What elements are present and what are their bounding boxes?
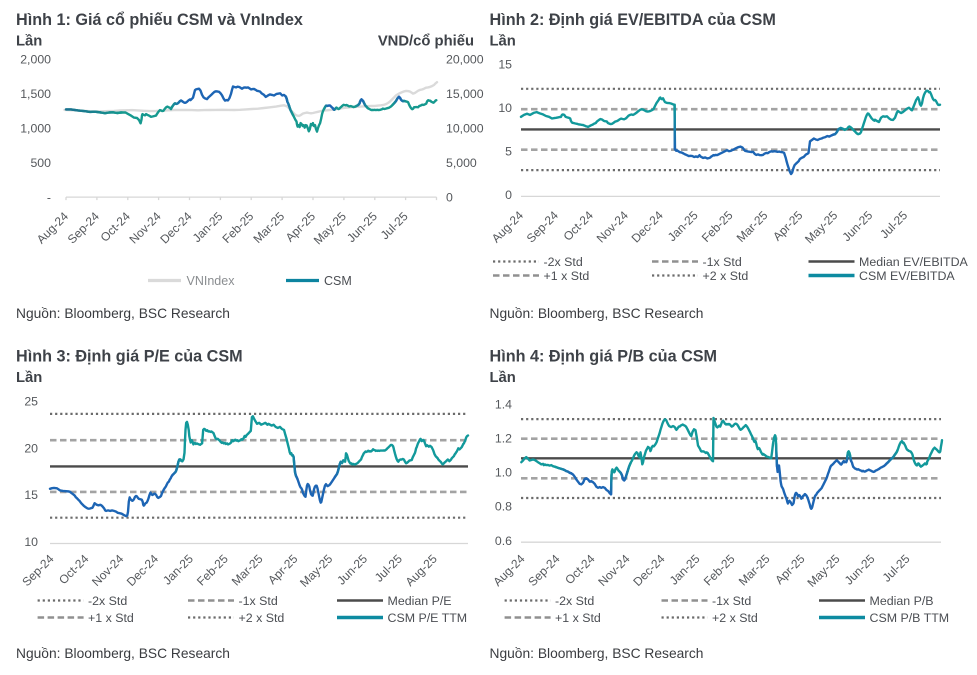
- svg-text:Nguồn: Bloomberg, BSC Research: Nguồn: Bloomberg, BSC Research: [16, 646, 230, 661]
- svg-text:VND/cổ phiếu: VND/cổ phiếu: [378, 34, 474, 50]
- svg-text:+2 x Std: +2 x Std: [239, 611, 285, 625]
- svg-text:+1 x Std: +1 x Std: [88, 611, 134, 625]
- svg-text:-: -: [47, 190, 51, 204]
- svg-text:0.8: 0.8: [495, 500, 512, 514]
- svg-text:10: 10: [498, 101, 512, 115]
- svg-text:0: 0: [505, 188, 512, 202]
- svg-text:CSM EV/EBITDA: CSM EV/EBITDA: [859, 269, 955, 283]
- svg-text:CSM: CSM: [324, 274, 352, 288]
- svg-text:15: 15: [24, 488, 38, 502]
- svg-text:-2x Std: -2x Std: [555, 594, 594, 608]
- svg-text:Median EV/EBITDA: Median EV/EBITDA: [859, 255, 969, 269]
- svg-text:CSM P/E TTM: CSM P/E TTM: [388, 611, 468, 625]
- svg-text:+1 x Std: +1 x Std: [555, 611, 601, 625]
- svg-text:-2x Std: -2x Std: [544, 255, 583, 269]
- svg-text:-2x Std: -2x Std: [88, 594, 127, 608]
- svg-text:1.0: 1.0: [495, 466, 512, 480]
- svg-text:-1x Std: -1x Std: [703, 255, 742, 269]
- svg-text:15,000: 15,000: [446, 87, 484, 101]
- svg-text:Lần: Lần: [16, 370, 42, 386]
- svg-text:1,500: 1,500: [20, 87, 51, 101]
- svg-text:500: 500: [30, 156, 51, 170]
- svg-text:10,000: 10,000: [446, 122, 484, 136]
- svg-text:Hình 3: Định giá P/E của CSM: Hình 3: Định giá P/E của CSM: [16, 348, 243, 366]
- svg-text:20: 20: [24, 441, 38, 455]
- svg-text:Nguồn: Bloomberg, BSC Research: Nguồn: Bloomberg, BSC Research: [16, 306, 230, 321]
- svg-text:Nguồn: Bloomberg, BSC Research: Nguồn: Bloomberg, BSC Research: [490, 306, 704, 321]
- svg-text:+2 x Std: +2 x Std: [712, 611, 758, 625]
- svg-text:0.6: 0.6: [495, 534, 512, 548]
- svg-text:Lần: Lần: [490, 34, 516, 50]
- svg-text:Hình 1: Giá cổ phiếu CSM và Vn: Hình 1: Giá cổ phiếu CSM và VnIndex: [16, 11, 303, 29]
- svg-text:Hình 4: Định giá P/B của CSM: Hình 4: Định giá P/B của CSM: [490, 348, 718, 366]
- svg-text:Median P/B: Median P/B: [870, 594, 934, 608]
- svg-text:+1 x Std: +1 x Std: [544, 269, 590, 283]
- svg-text:+2 x Std: +2 x Std: [703, 269, 749, 283]
- svg-text:5: 5: [505, 145, 512, 159]
- svg-text:1,000: 1,000: [20, 122, 51, 136]
- svg-text:25: 25: [24, 395, 38, 409]
- svg-text:Median P/E: Median P/E: [388, 594, 452, 608]
- svg-text:Lần: Lần: [490, 370, 516, 386]
- svg-text:1.2: 1.2: [495, 432, 512, 446]
- svg-text:Lần: Lần: [16, 34, 42, 50]
- svg-text:Nguồn: Bloomberg, BSC Research: Nguồn: Bloomberg, BSC Research: [490, 646, 704, 661]
- svg-text:-1x Std: -1x Std: [239, 594, 278, 608]
- svg-text:0: 0: [446, 190, 453, 204]
- svg-text:VNIndex: VNIndex: [187, 274, 236, 288]
- svg-text:1.4: 1.4: [495, 397, 512, 411]
- svg-text:-1x Std: -1x Std: [712, 594, 751, 608]
- svg-text:2,000: 2,000: [20, 53, 51, 67]
- svg-text:CSM P/B TTM: CSM P/B TTM: [870, 611, 950, 625]
- svg-text:Hình 2: Định giá EV/EBITDA của: Hình 2: Định giá EV/EBITDA của CSM: [490, 11, 776, 29]
- svg-text:5,000: 5,000: [446, 156, 477, 170]
- svg-text:15: 15: [498, 58, 512, 72]
- svg-text:10: 10: [24, 535, 38, 549]
- svg-text:20,000: 20,000: [446, 53, 484, 67]
